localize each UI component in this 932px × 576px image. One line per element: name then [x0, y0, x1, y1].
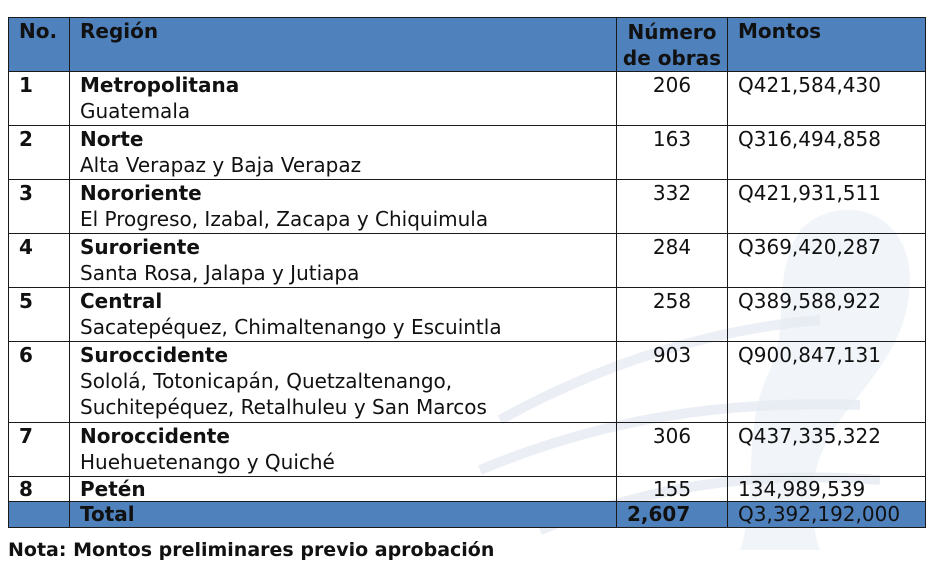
total-monto: Q3,392,192,000 — [727, 501, 926, 528]
region-name: Nororiente — [80, 181, 202, 205]
monto-value: Q421,931,511 — [727, 179, 926, 234]
obras-table: No. Región Número de obras Montos 1 Metr… — [8, 17, 926, 528]
row-number: 2 — [8, 125, 70, 180]
row-number: 6 — [8, 341, 70, 423]
row-number: 7 — [8, 422, 70, 477]
table-row: 8 Petén 155 134,989,539 — [8, 476, 926, 502]
total-empty-cell — [8, 501, 70, 528]
monto-value: Q437,335,322 — [727, 422, 926, 477]
row-number: 8 — [8, 476, 70, 502]
header-numero-line2: de obras — [622, 46, 722, 70]
region-cell: Norte Alta Verapaz y Baja Verapaz — [69, 125, 617, 180]
monto-value: Q369,420,287 — [727, 233, 926, 288]
total-row: Total 2,607 Q3,392,192,000 — [8, 501, 926, 528]
region-cell: Noroccidente Huehuetenango y Quiché — [69, 422, 617, 477]
total-label: Total — [69, 501, 617, 528]
obras-count: 155 — [616, 476, 728, 502]
region-departments: Santa Rosa, Jalapa y Jutiapa — [80, 261, 360, 285]
region-name: Norte — [80, 127, 144, 151]
table-row: 7 Noroccidente Huehuetenango y Quiché 30… — [8, 422, 926, 477]
table-row: 4 Suroriente Santa Rosa, Jalapa y Jutiap… — [8, 233, 926, 288]
header-numero-obras: Número de obras — [616, 17, 728, 72]
table-row: 1 Metropolitana Guatemala 206 Q421,584,4… — [8, 71, 926, 126]
region-departments-line1: Sololá, Totonicapán, Quetzaltenango, — [80, 369, 453, 393]
region-name: Petén — [80, 477, 146, 501]
obras-count: 206 — [616, 71, 728, 126]
monto-value: Q421,584,430 — [727, 71, 926, 126]
region-departments: Alta Verapaz y Baja Verapaz — [80, 153, 362, 177]
region-cell: Petén — [69, 476, 617, 502]
obras-count: 284 — [616, 233, 728, 288]
header-numero-line1: Número — [627, 20, 717, 44]
footnote: Nota: Montos preliminares previo aprobac… — [8, 539, 495, 561]
region-cell: Suroccidente Sololá, Totonicapán, Quetza… — [69, 341, 617, 423]
total-obras: 2,607 — [616, 501, 728, 528]
row-number: 1 — [8, 71, 70, 126]
header-montos: Montos — [727, 17, 926, 72]
table-row: 6 Suroccidente Sololá, Totonicapán, Quet… — [8, 341, 926, 423]
region-name: Central — [80, 289, 163, 313]
table-row: 5 Central Sacatepéquez, Chimaltenango y … — [8, 287, 926, 342]
region-departments-line2: Suchitepéquez, Retalhuleu y San Marcos — [80, 395, 487, 419]
obras-count: 163 — [616, 125, 728, 180]
obras-count: 258 — [616, 287, 728, 342]
obras-count: 332 — [616, 179, 728, 234]
monto-value: 134,989,539 — [727, 476, 926, 502]
region-cell: Metropolitana Guatemala — [69, 71, 617, 126]
monto-value: Q316,494,858 — [727, 125, 926, 180]
region-name: Noroccidente — [80, 424, 230, 448]
region-departments: El Progreso, Izabal, Zacapa y Chiquimula — [80, 207, 489, 231]
table-row: 2 Norte Alta Verapaz y Baja Verapaz 163 … — [8, 125, 926, 180]
region-departments: Guatemala — [80, 99, 191, 123]
header-no: No. — [8, 17, 70, 72]
row-number: 5 — [8, 287, 70, 342]
region-name: Suroccidente — [80, 343, 229, 367]
table-header-row: No. Región Número de obras Montos — [8, 17, 926, 72]
table-row: 3 Nororiente El Progreso, Izabal, Zacapa… — [8, 179, 926, 234]
monto-value: Q389,588,922 — [727, 287, 926, 342]
region-cell: Central Sacatepéquez, Chimaltenango y Es… — [69, 287, 617, 342]
region-cell: Suroriente Santa Rosa, Jalapa y Jutiapa — [69, 233, 617, 288]
row-number: 3 — [8, 179, 70, 234]
region-name: Metropolitana — [80, 73, 240, 97]
header-region: Región — [69, 17, 617, 72]
region-name: Suroriente — [80, 235, 200, 259]
region-departments: Huehuetenango y Quiché — [80, 450, 335, 474]
obras-count: 306 — [616, 422, 728, 477]
monto-value: Q900,847,131 — [727, 341, 926, 423]
row-number: 4 — [8, 233, 70, 288]
region-cell: Nororiente El Progreso, Izabal, Zacapa y… — [69, 179, 617, 234]
region-departments: Sacatepéquez, Chimaltenango y Escuintla — [80, 315, 502, 339]
obras-count: 903 — [616, 341, 728, 423]
